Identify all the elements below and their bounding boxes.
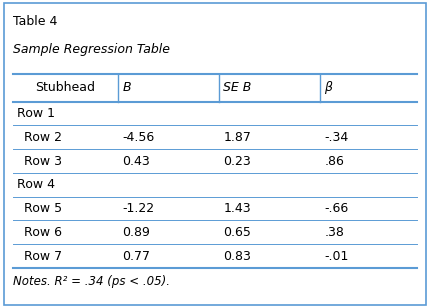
Text: Row 4: Row 4 xyxy=(17,178,55,191)
Text: .86: .86 xyxy=(324,155,344,168)
Text: Row 1: Row 1 xyxy=(17,107,55,120)
Text: -1.22: -1.22 xyxy=(122,202,154,215)
Text: β: β xyxy=(324,81,332,94)
Text: 0.77: 0.77 xyxy=(122,249,150,263)
Text: Row 5: Row 5 xyxy=(24,202,62,215)
Text: -.34: -.34 xyxy=(324,131,349,144)
Text: Row 3: Row 3 xyxy=(24,155,61,168)
Text: Row 2: Row 2 xyxy=(24,131,61,144)
Text: .38: .38 xyxy=(324,226,344,239)
Text: -.66: -.66 xyxy=(324,202,349,215)
Text: 0.89: 0.89 xyxy=(122,226,150,239)
Text: Row 7: Row 7 xyxy=(24,249,62,263)
Text: -.01: -.01 xyxy=(324,249,349,263)
Text: B: B xyxy=(122,81,131,94)
Text: 0.43: 0.43 xyxy=(122,155,150,168)
Text: Stubhead: Stubhead xyxy=(35,81,95,94)
Text: Notes. R² = .34 (ps < .05).: Notes. R² = .34 (ps < .05). xyxy=(13,275,170,288)
FancyBboxPatch shape xyxy=(4,3,426,305)
Text: -4.56: -4.56 xyxy=(122,131,154,144)
Text: 0.83: 0.83 xyxy=(223,249,251,263)
Text: Table 4: Table 4 xyxy=(13,15,57,28)
Text: Row 6: Row 6 xyxy=(24,226,61,239)
Text: SE B: SE B xyxy=(223,81,252,94)
Text: 0.23: 0.23 xyxy=(223,155,251,168)
Text: 1.87: 1.87 xyxy=(223,131,251,144)
Text: Sample Regression Table: Sample Regression Table xyxy=(13,43,170,56)
Text: 1.43: 1.43 xyxy=(223,202,251,215)
Text: 0.65: 0.65 xyxy=(223,226,251,239)
